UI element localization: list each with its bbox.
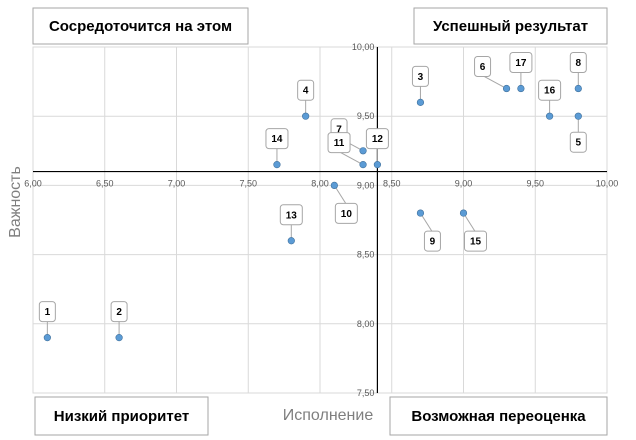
quadrant-label-bottom-right-text: Возможная переоценка [411,408,586,425]
callout-box [411,65,429,87]
callout-box [279,204,303,226]
callout-box [569,131,587,153]
data-label: 11 [334,138,345,149]
x-tick-label: 8,50 [383,179,401,189]
callout-box [265,128,289,150]
callout-leader [463,212,476,233]
quadrant-label-bottom-left-text: Низкий приоритет [54,408,189,425]
data-point [545,112,554,120]
data-point [359,161,367,169]
x-tick-label: 6,00 [24,179,42,189]
data-point [416,209,425,217]
data-label: 9 [430,237,436,248]
quadrant-label-top-left-text: Сосредоточится на этом [49,18,232,35]
data-label: 5 [576,138,582,149]
y-tick-label: 8,50 [357,250,375,260]
callout-leader [333,185,347,205]
callout-box [38,301,56,323]
tick-labels: 6,00 6,50 7,00 7,50 8,00 8,50 9,00 9,50 10,00 7,5… [24,42,618,398]
callout-box [365,128,389,150]
data-point [287,237,295,245]
y-tick-label: 10,00 [352,42,375,52]
callout-box [334,202,358,224]
data-point [416,98,425,106]
callout-box [423,230,441,252]
data-label: 14 [271,134,283,145]
x-tick-label: 8,00 [311,179,329,189]
y-tick-label: 8,00 [357,319,375,329]
quadrant-label-bottom-left: Низкий приоритет [34,396,209,436]
y-tick-label: 9,50 [357,111,375,121]
quadrant-label-top-right: Успешный результат [413,7,608,45]
data-label: 13 [286,210,298,221]
callout-box [110,301,128,323]
data-label: 12 [372,134,384,145]
x-axis-title: Исполнение [283,407,374,424]
y-tick-label: 7,50 [357,388,375,398]
callout-box [464,230,487,252]
data-label: 15 [470,237,482,248]
callout-leader [482,75,507,89]
callout-box [474,56,492,78]
callout-box [509,52,533,74]
data-point [115,334,123,342]
data-label: 16 [544,86,556,97]
x-tick-label: 9,50 [526,179,544,189]
callout-box [297,79,315,101]
quadrant-label-top-right-text: Успешный результат [433,18,588,35]
x-tick-label: 7,00 [168,179,186,189]
callout-box [569,52,587,74]
data-point [373,161,382,169]
data-point [330,181,338,189]
data-point [273,161,281,169]
data-point [574,112,582,120]
data-label: 7 [336,124,342,135]
x-tick-label: 6,50 [96,179,114,189]
y-axis-title: Важность [7,166,24,238]
quadrant-label-bottom-right: Возможная переоценка [389,396,608,436]
x-tick-label: 9,00 [455,179,473,189]
data-label: 4 [303,86,309,97]
y-tick-label: 9,00 [357,180,375,190]
data-label: 8 [576,58,582,69]
data-label: 10 [341,209,353,220]
data-point [359,147,367,155]
callout-leader [338,151,364,166]
data-point [302,112,310,120]
data-label: 2 [116,307,122,318]
x-tick-label: 10,00 [596,179,619,189]
data-point [459,209,468,217]
data-label: 17 [515,58,527,69]
data-label: 1 [45,307,51,318]
data-label: 3 [418,72,424,83]
data-points [43,84,582,342]
data-point [517,84,525,93]
callout-box [538,79,562,101]
callout-leader [420,212,433,233]
data-point [574,84,582,93]
axes [33,47,607,393]
callout-box [327,132,351,154]
grid [32,46,608,394]
x-tick-label: 7,50 [239,179,257,189]
data-point [43,334,51,342]
quadrant-label-top-left: Сосредоточится на этом [32,7,249,45]
data-point [502,84,511,93]
data-label: 6 [480,62,486,73]
